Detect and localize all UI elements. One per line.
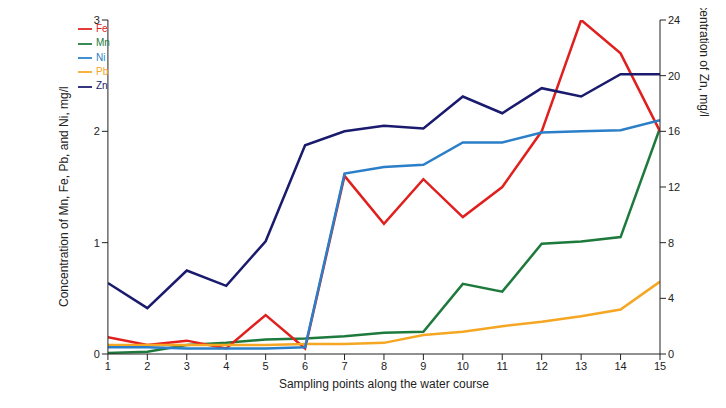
svg-text:Sampling points along the wate: Sampling points along the water course xyxy=(279,377,489,391)
svg-text:24: 24 xyxy=(668,14,680,26)
svg-text:5: 5 xyxy=(263,360,269,372)
html-text:Ni: Ni xyxy=(96,51,106,63)
svg-text:0: 0 xyxy=(94,348,100,360)
svg-text:2: 2 xyxy=(94,125,100,137)
html-text:Pb: Pb xyxy=(96,66,109,78)
svg-text:10: 10 xyxy=(457,360,469,372)
svg-text:12: 12 xyxy=(536,360,548,372)
html-text:Mn: Mn xyxy=(96,37,110,49)
svg-text:11: 11 xyxy=(497,360,508,372)
svg-text:4: 4 xyxy=(668,292,674,304)
svg-text:12: 12 xyxy=(668,181,680,193)
svg-text:15: 15 xyxy=(654,360,666,372)
html-text:Fe: Fe xyxy=(96,23,108,34)
svg-text:1: 1 xyxy=(105,360,111,372)
html-text:Zn: Zn xyxy=(96,80,108,92)
svg-text:14: 14 xyxy=(614,360,626,372)
svg-text:7: 7 xyxy=(341,360,347,372)
svg-text:1: 1 xyxy=(94,237,100,249)
svg-text:0: 0 xyxy=(668,348,674,360)
svg-text:13: 13 xyxy=(575,360,587,372)
svg-text:6: 6 xyxy=(302,360,308,372)
svg-text:3: 3 xyxy=(184,360,190,372)
svg-text:20: 20 xyxy=(668,70,680,82)
svg-text:9: 9 xyxy=(420,360,426,372)
svg-text:16: 16 xyxy=(668,125,680,137)
svg-text:4: 4 xyxy=(223,360,229,372)
svg-text:8: 8 xyxy=(668,237,674,249)
svg-text:Concentration of Mn, Fe, Pb, a: Concentration of Mn, Fe, Pb, and Ni, mg/… xyxy=(57,86,71,307)
svg-text:8: 8 xyxy=(381,360,387,372)
svg-text:3: 3 xyxy=(94,14,100,26)
svg-text:Concentration of Zn, mg/l: Concentration of Zn, mg/l xyxy=(697,8,711,117)
svg-text:2: 2 xyxy=(144,360,150,372)
